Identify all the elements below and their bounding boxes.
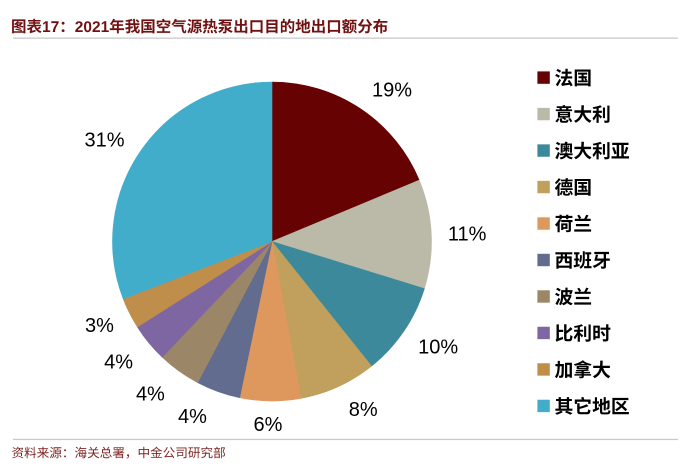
- svg-text:10%: 10%: [418, 337, 458, 359]
- svg-text:8%: 8%: [349, 399, 378, 421]
- svg-text:6%: 6%: [254, 414, 283, 436]
- svg-text:31%: 31%: [84, 130, 124, 152]
- svg-text:4%: 4%: [136, 383, 165, 405]
- svg-text:11%: 11%: [448, 224, 487, 246]
- svg-text:4%: 4%: [178, 406, 207, 428]
- svg-text:3%: 3%: [85, 315, 114, 337]
- svg-text:4%: 4%: [104, 352, 133, 374]
- svg-text:19%: 19%: [372, 80, 412, 102]
